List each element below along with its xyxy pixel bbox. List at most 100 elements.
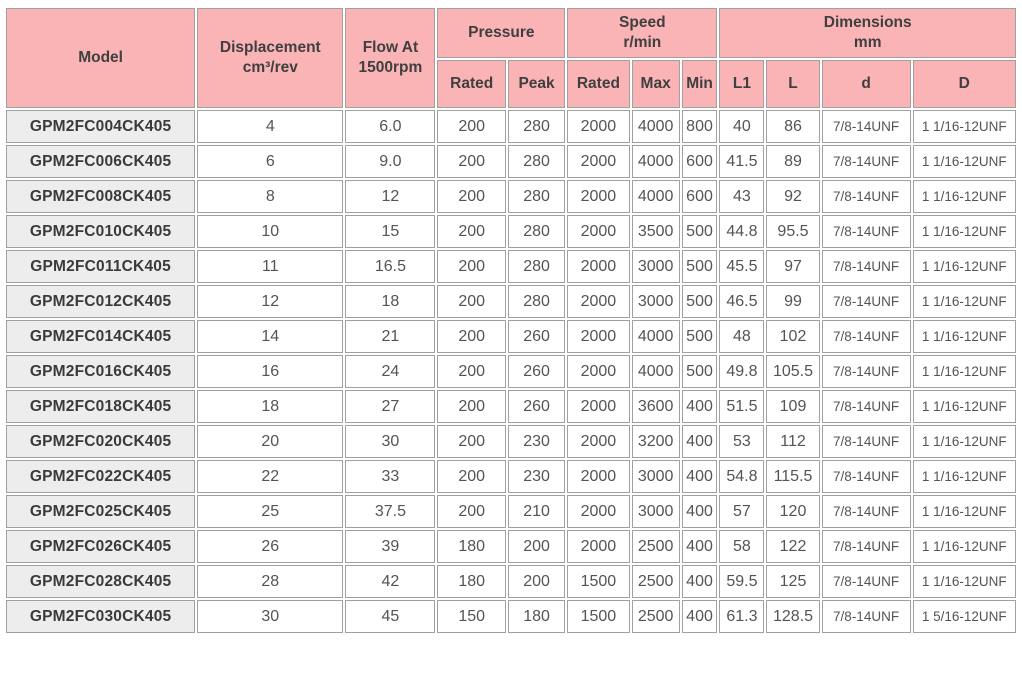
value-cell: 200 — [437, 320, 506, 353]
col-header-flow: Flow At 1500rpm — [345, 8, 436, 108]
value-cell: 200 — [437, 390, 506, 423]
value-cell: 11 — [197, 250, 344, 283]
value-cell: 1 1/16-12UNF — [912, 215, 1016, 248]
value-cell: 58 — [719, 530, 765, 563]
value-cell: 4 — [197, 110, 344, 143]
value-cell: 200 — [437, 250, 506, 283]
value-cell: 500 — [681, 285, 718, 318]
value-cell: 40 — [719, 110, 765, 143]
value-cell: 260 — [507, 355, 566, 388]
value-cell: 4000 — [631, 320, 680, 353]
value-cell: 86 — [766, 110, 820, 143]
value-cell: 7/8-14UNF — [821, 320, 911, 353]
value-cell: 600 — [681, 180, 718, 213]
value-cell: 16 — [197, 355, 344, 388]
value-cell: 200 — [437, 110, 506, 143]
model-cell: GPM2FC014CK405 — [6, 320, 196, 353]
value-cell: 42 — [345, 565, 436, 598]
value-cell: 1500 — [567, 600, 630, 633]
value-cell: 6 — [197, 145, 344, 178]
value-cell: 7/8-14UNF — [821, 215, 911, 248]
value-cell: 7/8-14UNF — [821, 180, 911, 213]
table-row: GPM2FC004CK405 4 6.0 200 280 2000 4000 800 40 86 7… — [6, 110, 1016, 143]
value-cell: 7/8-14UNF — [821, 460, 911, 493]
value-cell: 45 — [345, 600, 436, 633]
table-row: GPM2FC028CK405 28 42 180 200 1500 2500 400 59.5 1… — [6, 565, 1016, 598]
value-cell: 500 — [681, 355, 718, 388]
value-cell: 4000 — [631, 145, 680, 178]
value-cell: 280 — [507, 145, 566, 178]
value-cell: 2000 — [567, 180, 630, 213]
value-cell: 7/8-14UNF — [821, 600, 911, 633]
value-cell: 1 1/16-12UNF — [912, 180, 1016, 213]
value-cell: 97 — [766, 250, 820, 283]
value-cell: 500 — [681, 215, 718, 248]
value-cell: 2000 — [567, 425, 630, 458]
model-cell: GPM2FC010CK405 — [6, 215, 196, 248]
value-cell: 115.5 — [766, 460, 820, 493]
value-cell: 400 — [681, 425, 718, 458]
value-cell: 7/8-14UNF — [821, 285, 911, 318]
value-cell: 1 1/16-12UNF — [912, 460, 1016, 493]
value-cell: 46.5 — [719, 285, 765, 318]
value-cell: 37.5 — [345, 495, 436, 528]
value-cell: 200 — [437, 425, 506, 458]
table-row: GPM2FC020CK405 20 30 200 230 2000 3200 400 53 112… — [6, 425, 1016, 458]
value-cell: 45.5 — [719, 250, 765, 283]
table-row: GPM2FC030CK405 30 45 150 180 1500 2500 400 61.3 1… — [6, 600, 1016, 633]
col-header-speed-max: Max — [631, 60, 680, 108]
value-cell: 400 — [681, 390, 718, 423]
table-row: GPM2FC022CK405 22 33 200 230 2000 3000 400 54.8 1… — [6, 460, 1016, 493]
value-cell: 2500 — [631, 565, 680, 598]
value-cell: 28 — [197, 565, 344, 598]
value-cell: 41.5 — [719, 145, 765, 178]
value-cell: 200 — [437, 285, 506, 318]
value-cell: 2000 — [567, 495, 630, 528]
value-cell: 48 — [719, 320, 765, 353]
col-header-d-small: d — [821, 60, 911, 108]
value-cell: 1 1/16-12UNF — [912, 285, 1016, 318]
value-cell: 1 1/16-12UNF — [912, 250, 1016, 283]
col-header-speed-min: Min — [681, 60, 718, 108]
table-row: GPM2FC018CK405 18 27 200 260 2000 3600 400 51.5 1… — [6, 390, 1016, 423]
col-header-pressure-rated: Rated — [437, 60, 506, 108]
value-cell: 2500 — [631, 600, 680, 633]
value-cell: 16.5 — [345, 250, 436, 283]
model-cell: GPM2FC030CK405 — [6, 600, 196, 633]
value-cell: 21 — [345, 320, 436, 353]
value-cell: 400 — [681, 460, 718, 493]
value-cell: 43 — [719, 180, 765, 213]
model-cell: GPM2FC022CK405 — [6, 460, 196, 493]
table-row: GPM2FC014CK405 14 21 200 260 2000 4000 500 48 102… — [6, 320, 1016, 353]
value-cell: 61.3 — [719, 600, 765, 633]
value-cell: 125 — [766, 565, 820, 598]
value-cell: 2000 — [567, 145, 630, 178]
table-row: GPM2FC010CK405 10 15 200 280 2000 3500 500 44.8 9… — [6, 215, 1016, 248]
value-cell: 400 — [681, 565, 718, 598]
value-cell: 400 — [681, 530, 718, 563]
value-cell: 2000 — [567, 285, 630, 318]
model-cell: GPM2FC026CK405 — [6, 530, 196, 563]
value-cell: 53 — [719, 425, 765, 458]
value-cell: 112 — [766, 425, 820, 458]
value-cell: 500 — [681, 320, 718, 353]
value-cell: 2000 — [567, 355, 630, 388]
value-cell: 128.5 — [766, 600, 820, 633]
col-group-dimensions: Dimensions mm — [719, 8, 1016, 58]
value-cell: 200 — [507, 530, 566, 563]
value-cell: 25 — [197, 495, 344, 528]
value-cell: 280 — [507, 285, 566, 318]
col-header-pressure-peak: Peak — [507, 60, 566, 108]
value-cell: 54.8 — [719, 460, 765, 493]
table-row: GPM2FC012CK405 12 18 200 280 2000 3000 500 46.5 9… — [6, 285, 1016, 318]
table-row: GPM2FC016CK405 16 24 200 260 2000 4000 500 49.8 1… — [6, 355, 1016, 388]
value-cell: 122 — [766, 530, 820, 563]
value-cell: 400 — [681, 600, 718, 633]
model-cell: GPM2FC016CK405 — [6, 355, 196, 388]
value-cell: 2000 — [567, 320, 630, 353]
value-cell: 102 — [766, 320, 820, 353]
value-cell: 280 — [507, 110, 566, 143]
col-header-displacement: Displacement cm³/rev — [197, 8, 344, 108]
value-cell: 1 1/16-12UNF — [912, 495, 1016, 528]
